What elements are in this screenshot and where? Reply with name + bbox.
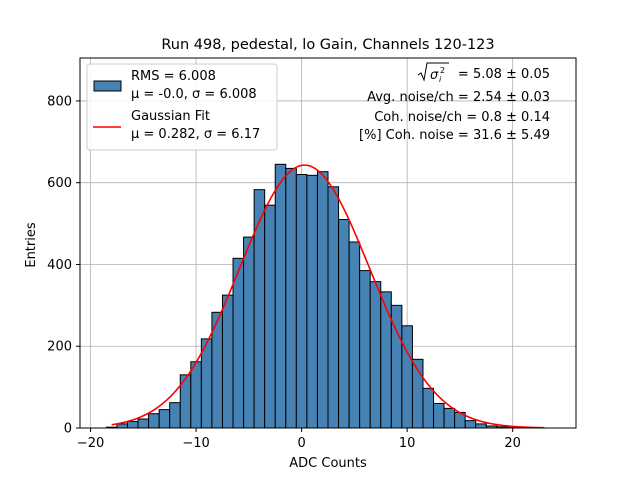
annotation-sigma-symbol: σ	[430, 68, 439, 83]
histogram-bar-18	[295, 174, 308, 429]
legend-fit-line2: μ = 0.282, σ = 6.17	[131, 127, 260, 142]
histogram-bar-30	[422, 387, 435, 429]
histogram-bar-15	[264, 204, 276, 429]
legend-histogram-swatch	[93, 80, 122, 92]
y-axis-ticks: 0 200 400 600 800	[47, 94, 80, 437]
sqrt-symbol	[417, 62, 449, 82]
histogram-bar-31	[433, 402, 445, 429]
annotation-coh-noise-percent: [%] Coh. noise = 31.6 ± 5.49	[359, 128, 550, 143]
legend-fit-line1: Gaussian Fit	[131, 109, 210, 124]
histogram-bar-4	[148, 413, 160, 429]
y-tick-label-3: 600	[47, 176, 72, 191]
y-tick-label-1: 200	[47, 340, 72, 355]
histogram-bar-34	[464, 420, 477, 429]
histogram-bar-2	[126, 420, 139, 429]
y-tick-label-0: 0	[64, 422, 72, 437]
x-tick-label-4: 20	[504, 436, 521, 451]
histogram-bar-21	[327, 186, 340, 429]
y-tick-label-4: 800	[47, 94, 72, 109]
x-tick-label-0: −20	[77, 436, 104, 451]
x-tick-label-3: 10	[399, 436, 416, 451]
histogram-bar-26	[380, 291, 392, 429]
histogram-bar-24	[359, 270, 371, 429]
histogram-bar-17	[285, 167, 297, 429]
y-tick-label-2: 400	[47, 258, 72, 273]
legend-histogram-line2: μ = -0.0, σ = 6.008	[131, 87, 257, 102]
legend-histogram-line1: RMS = 6.008	[131, 69, 216, 84]
histogram-bar-28	[401, 325, 413, 429]
histogram-bar-11	[221, 294, 234, 429]
x-axis-ticks: −20 −10 0 10 20	[77, 428, 521, 451]
annotation-sigma-i: σ 2 i = 5.08 ± 0.05	[417, 62, 550, 84]
histogram-bar-8	[190, 361, 202, 429]
noise-annotations: σ 2 i = 5.08 ± 0.05 Avg. noise/ch = 2.54…	[359, 62, 550, 143]
legend-frame	[86, 63, 278, 151]
annotation-sigma-subscript: i	[439, 75, 442, 84]
histogram-bar-23	[348, 241, 361, 429]
axes-frame	[79, 57, 577, 429]
histogram-bar-16	[274, 163, 287, 429]
annotation-avg-noise: Avg. noise/ch = 2.54 ± 0.03	[367, 90, 550, 105]
legend: RMS = 6.008 μ = -0.0, σ = 6.008 Gaussian…	[86, 63, 278, 151]
histogram-bar-19	[306, 174, 318, 429]
histogram-bar-25	[369, 281, 382, 429]
histogram-bar-12	[232, 257, 245, 429]
histogram-bar-3	[137, 418, 150, 429]
annotation-coh-noise: Coh. noise/ch = 0.8 ± 0.14	[374, 110, 550, 125]
chart-title: Run 498, pedestal, lo Gain, Channels 120…	[161, 37, 494, 53]
histogram-bar-32	[443, 407, 456, 429]
histogram-bar-1	[116, 423, 128, 429]
histogram-bar-13	[243, 236, 255, 429]
annotation-sigma-value: = 5.08 ± 0.05	[458, 67, 550, 82]
histogram-bar-35	[475, 423, 487, 429]
x-axis-label: ADC Counts	[289, 456, 367, 471]
x-tick-label-2: 0	[297, 436, 305, 451]
x-tick-label-1: −10	[182, 436, 209, 451]
gaussian-fit-curve	[111, 164, 545, 429]
histogram-bar-22	[338, 218, 350, 429]
histogram-bar-20	[316, 171, 329, 429]
histogram-bar-6	[169, 402, 181, 429]
histogram-bar-9	[200, 338, 213, 429]
histogram-bar-14	[253, 189, 266, 429]
y-axis-label: Entries	[24, 222, 39, 268]
histogram-bar-5	[158, 409, 171, 429]
annotation-sigma-superscript: 2	[440, 66, 445, 75]
